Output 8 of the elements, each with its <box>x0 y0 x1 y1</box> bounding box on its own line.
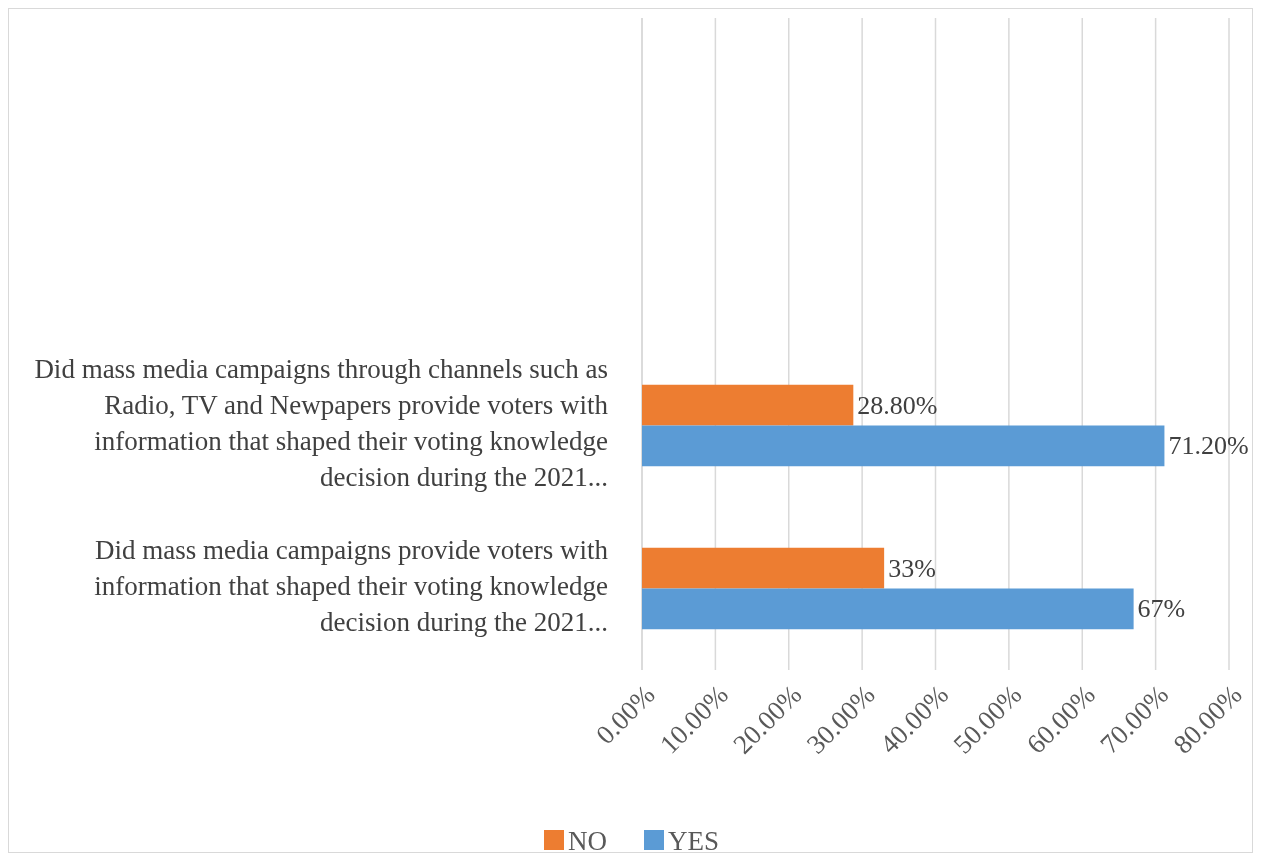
y-tick-label: Did mass media campaigns through channels such as Radio, TV and Newpapers provide voters with information that shaped their voting knowledge decision during the 2021... <box>34 353 609 492</box>
y-tick-label: Did mass media campaigns provide voters with information that shaped their voting knowledge decision during the 2021... <box>94 534 609 637</box>
data-label: 71.20% <box>1168 431 1249 461</box>
data-label: 33% <box>888 553 936 583</box>
data-label: 28.80% <box>857 390 938 420</box>
legend-label: YES <box>668 826 720 856</box>
legend-label: NO <box>568 826 607 856</box>
data-label: 67% <box>1137 594 1186 624</box>
